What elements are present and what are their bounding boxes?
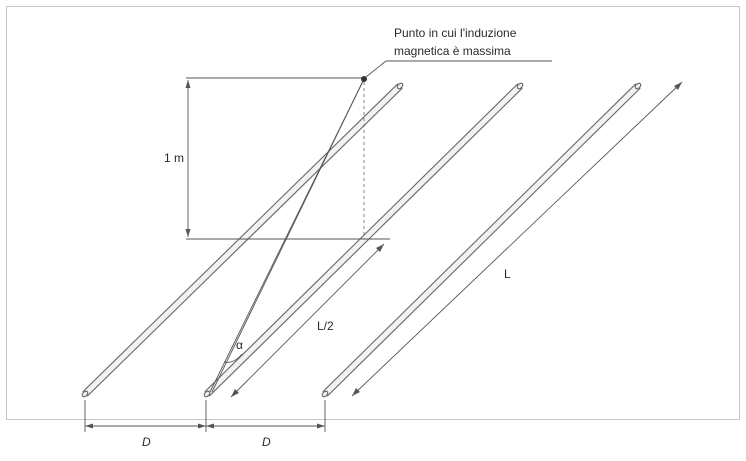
conductor-1 xyxy=(81,82,404,398)
length-label: L xyxy=(504,267,511,281)
spacing-dimension xyxy=(84,400,326,432)
conductor-3 xyxy=(321,82,642,398)
diagram-frame xyxy=(6,6,740,420)
angle-arc xyxy=(223,353,243,363)
height-label: 1 m xyxy=(164,151,184,165)
max-induction-point xyxy=(361,76,367,82)
length-dimension xyxy=(351,81,683,397)
annotation-line-1: Punto in cui l'induzione xyxy=(394,26,517,40)
height-dimension xyxy=(185,77,390,240)
conductor-2 xyxy=(203,82,524,398)
half-length-dimension xyxy=(230,243,385,398)
half-length-label: L/2 xyxy=(317,319,334,333)
angle-label: α xyxy=(236,338,243,352)
spacing-label-left: D xyxy=(142,435,151,449)
line-to-conductor-2-end xyxy=(211,78,365,393)
annotation-line-2: magnetica è massima xyxy=(394,44,511,58)
annotation-leader xyxy=(365,60,387,78)
spacing-label-right: D xyxy=(262,435,271,449)
